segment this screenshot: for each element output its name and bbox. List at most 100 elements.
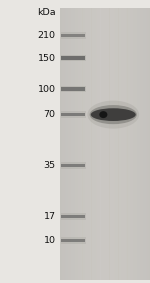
Bar xyxy=(63,8,64,280)
Text: 17: 17 xyxy=(44,212,56,221)
Bar xyxy=(61,56,85,60)
Bar xyxy=(77,8,78,280)
Bar xyxy=(122,8,123,280)
Bar xyxy=(90,8,92,280)
Bar xyxy=(61,33,85,37)
Bar xyxy=(105,8,106,280)
Bar xyxy=(144,8,145,280)
Bar xyxy=(71,8,72,280)
Bar xyxy=(61,237,86,244)
Bar xyxy=(61,8,62,280)
Text: 100: 100 xyxy=(38,85,56,94)
Bar xyxy=(100,8,102,280)
Bar xyxy=(66,8,67,280)
Bar xyxy=(69,8,70,280)
Bar xyxy=(94,8,95,280)
Bar xyxy=(121,8,122,280)
Bar xyxy=(89,8,90,280)
Bar xyxy=(115,8,116,280)
Bar xyxy=(61,213,86,220)
Bar xyxy=(82,8,84,280)
Bar xyxy=(110,8,111,280)
Bar xyxy=(142,8,143,280)
Bar xyxy=(81,8,83,280)
Bar xyxy=(123,8,124,280)
Text: 35: 35 xyxy=(43,161,56,170)
Bar xyxy=(60,8,61,280)
Bar xyxy=(118,8,120,280)
Bar xyxy=(139,8,140,280)
Bar xyxy=(93,8,94,280)
Text: kDa: kDa xyxy=(37,8,56,17)
Bar xyxy=(138,8,139,280)
Bar xyxy=(61,164,85,168)
Bar xyxy=(128,8,129,280)
Bar xyxy=(99,8,100,280)
Text: 210: 210 xyxy=(38,31,56,40)
Bar xyxy=(124,8,125,280)
Bar xyxy=(88,8,89,280)
Bar xyxy=(61,111,86,118)
Bar xyxy=(126,8,128,280)
Bar xyxy=(72,8,74,280)
Bar xyxy=(85,8,86,280)
Bar xyxy=(148,8,149,280)
Bar xyxy=(75,8,76,280)
Bar xyxy=(143,8,144,280)
Bar xyxy=(135,8,137,280)
Text: 70: 70 xyxy=(44,110,56,119)
Bar xyxy=(111,8,112,280)
Bar xyxy=(114,8,115,280)
Bar xyxy=(141,8,142,280)
Bar xyxy=(129,8,130,280)
Bar xyxy=(130,8,131,280)
Ellipse shape xyxy=(99,111,107,118)
Bar xyxy=(87,8,88,280)
Bar xyxy=(62,8,63,280)
Bar xyxy=(61,162,86,169)
Ellipse shape xyxy=(90,105,137,124)
Bar xyxy=(116,8,117,280)
Bar xyxy=(86,8,87,280)
Bar xyxy=(117,8,118,280)
Bar xyxy=(61,55,86,61)
Bar xyxy=(98,8,99,280)
Bar xyxy=(96,8,97,280)
Bar xyxy=(79,8,80,280)
Bar xyxy=(108,8,110,280)
Bar xyxy=(149,8,150,280)
Bar xyxy=(146,8,147,280)
Bar xyxy=(80,8,81,280)
Bar xyxy=(107,8,108,280)
Bar xyxy=(68,8,69,280)
Bar xyxy=(136,8,138,280)
Bar xyxy=(84,8,85,280)
Bar xyxy=(103,8,104,280)
Text: 150: 150 xyxy=(38,53,56,63)
Bar xyxy=(131,8,132,280)
Bar xyxy=(133,8,134,280)
Bar xyxy=(61,113,85,117)
Bar xyxy=(97,8,98,280)
Bar xyxy=(140,8,141,280)
Bar xyxy=(76,8,77,280)
Bar xyxy=(95,8,96,280)
Bar xyxy=(61,32,86,39)
Bar xyxy=(112,8,113,280)
Text: 10: 10 xyxy=(44,236,56,245)
Bar xyxy=(61,239,85,242)
Bar xyxy=(120,8,121,280)
Ellipse shape xyxy=(91,108,136,121)
Ellipse shape xyxy=(87,101,139,128)
Bar xyxy=(61,87,85,91)
Bar xyxy=(61,215,85,218)
Bar xyxy=(64,8,66,280)
Bar xyxy=(125,8,126,280)
Bar xyxy=(92,8,93,280)
Bar xyxy=(147,8,148,280)
Bar xyxy=(134,8,135,280)
Bar xyxy=(102,8,103,280)
Bar xyxy=(78,8,79,280)
Bar xyxy=(106,8,107,280)
Bar xyxy=(60,8,150,280)
